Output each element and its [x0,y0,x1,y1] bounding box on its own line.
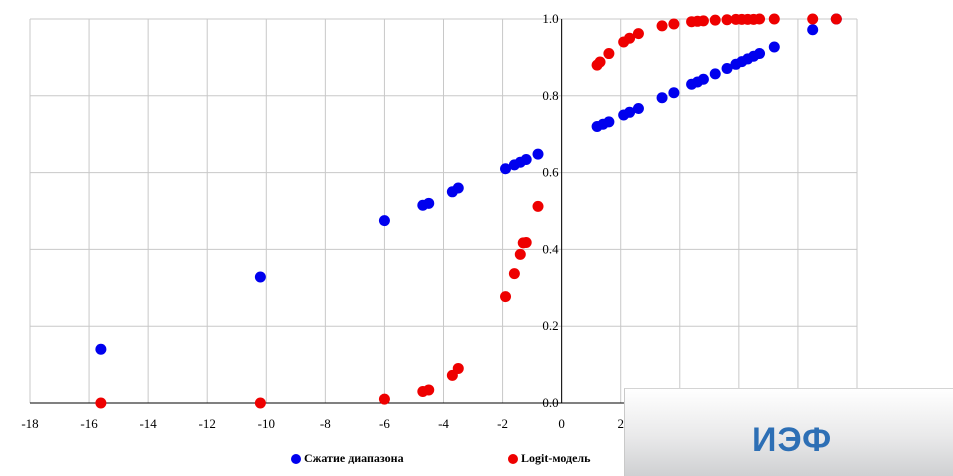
data-point-range-compression [668,87,680,99]
data-point-logit [500,291,512,303]
data-point-range-compression [697,73,709,85]
y-tick-label: 0.4 [542,241,559,256]
data-point-logit [514,248,526,260]
data-points [95,13,842,409]
data-point-range-compression [632,102,644,114]
data-point-logit [830,13,842,25]
data-point-range-compression [807,24,819,36]
data-point-logit [95,397,107,409]
x-tick-label: -2 [497,416,508,431]
data-point-range-compression [532,148,544,160]
y-tick-label: 0.0 [542,395,558,410]
x-tick-label: -12 [199,416,216,431]
data-point-logit [532,200,544,212]
x-tick-label: -18 [21,416,38,431]
data-point-logit [768,13,780,25]
legend-item-series-1: Сжатие диапазона [291,451,404,466]
data-point-range-compression [254,271,266,283]
data-point-range-compression [768,41,780,53]
data-point-range-compression [520,154,532,166]
x-tick-label: -14 [139,416,157,431]
data-point-logit [378,393,390,405]
data-point-logit [603,48,615,60]
y-tick-label: 0.8 [542,88,558,103]
data-point-range-compression [378,215,390,227]
data-point-range-compression [721,63,733,75]
data-point-logit [520,236,532,248]
data-point-logit [624,32,636,44]
y-tick-label: 0.2 [542,318,558,333]
legend-marker-red [508,453,518,464]
data-point-logit [423,384,435,396]
data-point-logit [656,20,668,32]
x-tick-label: -6 [379,416,390,431]
data-point-logit [668,18,680,30]
y-tick-label: 1.0 [542,11,558,26]
x-tick-label: -8 [320,416,331,431]
data-point-logit [508,268,520,280]
data-point-logit [807,13,819,25]
data-point-logit [697,15,709,27]
data-point-logit [594,56,606,68]
data-point-logit [721,14,733,26]
logo: ИЭФ [752,421,833,459]
y-tick-label: 0.6 [542,165,559,180]
data-point-range-compression [95,343,107,355]
data-point-logit [254,397,266,409]
grid-lines [29,18,858,404]
data-point-range-compression [603,116,615,128]
legend-marker-blue [291,453,301,464]
data-point-range-compression [624,106,636,118]
legend-item-series-2: Logit-модель [508,451,590,466]
data-point-range-compression [754,48,766,60]
data-point-range-compression [452,182,464,194]
data-point-logit [754,13,766,25]
data-point-range-compression [500,163,512,175]
data-point-range-compression [709,68,721,80]
logo-panel [624,388,953,476]
legend-label: Сжатие диапазона [304,451,404,465]
legend-label: Logit-модель [521,451,591,465]
data-point-logit [452,362,464,374]
data-point-logit [632,28,644,40]
x-tick-label: 2 [617,416,624,431]
x-tick-label: -4 [438,416,449,431]
data-point-range-compression [656,92,668,104]
data-point-range-compression [423,197,435,209]
x-tick-label: -16 [80,416,98,431]
data-point-logit [709,14,721,26]
y-tick-labels: 0.0 0.2 0.4 0.6 0.8 1.0 [542,11,559,410]
x-tick-label: 0 [558,416,565,431]
x-tick-label: -10 [258,416,275,431]
